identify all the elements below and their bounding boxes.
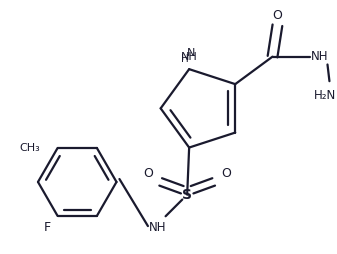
Text: CH₃: CH₃ [19, 143, 40, 153]
Text: F: F [44, 221, 51, 234]
Text: S: S [182, 188, 192, 202]
Text: N: N [187, 49, 195, 58]
Text: O: O [273, 9, 282, 22]
Text: NH: NH [149, 220, 166, 233]
Text: NH: NH [311, 50, 328, 63]
Text: H₂N: H₂N [313, 89, 336, 102]
Text: H: H [181, 54, 189, 64]
Text: O: O [143, 167, 153, 180]
Text: NH: NH [181, 52, 197, 62]
Text: O: O [221, 167, 232, 180]
